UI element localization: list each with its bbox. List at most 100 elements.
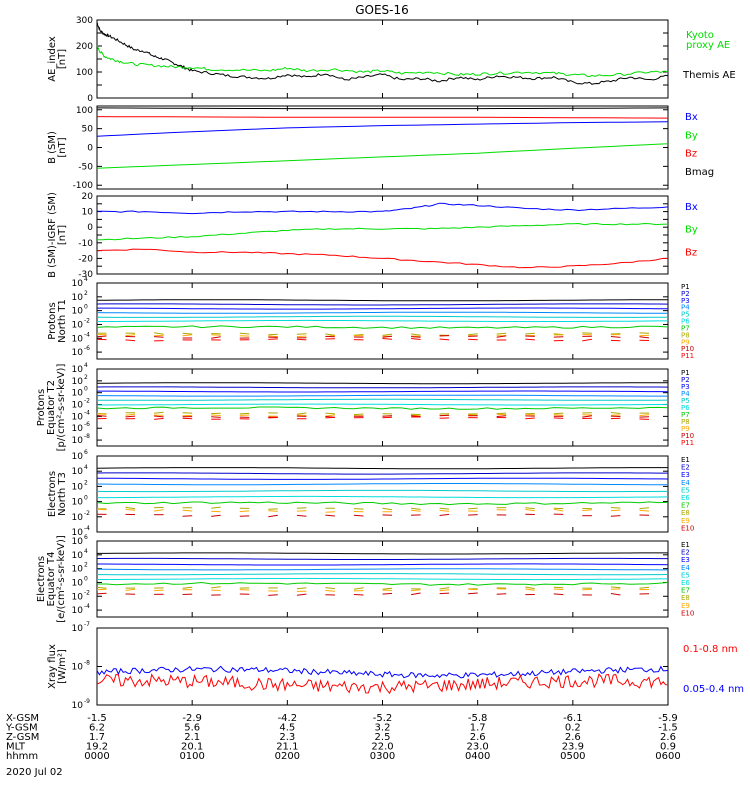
panel-frame: [96, 19, 669, 99]
series-segment: [639, 586, 650, 589]
y-tick-label: 10: [72, 389, 84, 399]
series-segment: [582, 338, 592, 342]
x-row-value: 5.6: [184, 723, 200, 734]
x-row-value: 21.1: [276, 742, 298, 753]
y-axis-label: AE_index: [47, 36, 58, 82]
series-segment: [382, 415, 393, 417]
y-axis-label: Xray flux: [47, 644, 58, 689]
series-segment: [125, 415, 136, 418]
series-segment: [382, 338, 393, 340]
series-segment: [182, 586, 193, 589]
y-tick-exponent: -4: [84, 525, 90, 532]
legend-label: P11: [681, 439, 694, 447]
x-row-value: 3.2: [375, 723, 391, 734]
x-row-label: hhmm: [6, 751, 38, 762]
legend-label: E3: [681, 556, 690, 564]
series-segment: [239, 412, 250, 415]
legend-label: Bx: [685, 112, 698, 123]
legend-label: E1: [681, 541, 690, 549]
y-axis-label: North T1: [57, 299, 68, 343]
legend-label: Bmag: [685, 167, 714, 178]
legend-label: E5: [681, 571, 690, 579]
legend-label: E5: [681, 486, 690, 494]
series-segment: [411, 336, 421, 338]
x-row-value: 1.7: [89, 732, 105, 743]
y-tick-exponent: 6: [84, 449, 88, 456]
series-segment: [325, 511, 335, 513]
series-segment: [296, 514, 307, 517]
panel-e_t4: Electrons Equator T4 [e/(cm²-s-sr-keV)] 10 6…: [36, 534, 694, 623]
series-segment: [439, 338, 450, 341]
series-segment: [325, 412, 335, 415]
series-segment: [296, 338, 307, 341]
series-segment: [154, 332, 164, 335]
chart-title: GOES-16: [355, 3, 409, 17]
series-segment: [525, 508, 535, 512]
series-segment: [496, 593, 507, 595]
x-row-value: 0.2: [565, 723, 581, 734]
y-tick-exponent: 4: [84, 548, 88, 555]
series-line: [97, 552, 668, 555]
y-tick-exponent: -9: [84, 698, 90, 705]
series-line: [97, 394, 668, 397]
y-tick-label: 10: [82, 208, 94, 218]
legend-label: P8: [681, 418, 690, 426]
y-tick-label: 300: [76, 16, 93, 26]
series-segment: [154, 415, 164, 418]
y-axis-label: [W/m²]: [57, 649, 68, 684]
x-row-value: -5.9: [658, 713, 678, 724]
x-row-value: -4.2: [278, 713, 298, 724]
legend-label: P8: [681, 331, 690, 339]
series-line: [97, 577, 668, 581]
y-tick-label: 10: [72, 412, 84, 422]
series-segment: [411, 507, 421, 510]
y-tick-exponent: -2: [84, 589, 90, 596]
y-tick-label: 10: [72, 663, 84, 673]
legend-label: P9: [681, 338, 690, 346]
legend-label: P7: [681, 324, 690, 332]
series-line: [97, 403, 669, 406]
legend-label: E7: [681, 587, 690, 595]
series-segment: [268, 514, 278, 518]
series-line: [96, 673, 669, 695]
series-themis-ae: [96, 22, 669, 85]
y-tick-label: 10: [72, 348, 84, 358]
panel-frame: [96, 627, 669, 706]
series-segment: [382, 335, 393, 338]
y-axis-label: [nT]: [57, 137, 68, 157]
panel-bsm: B (SM) [nT] -100 -50 0 50 100 Bx By Bz Bmag: [47, 105, 714, 191]
legend-label: P3: [681, 383, 690, 391]
series-segment: [268, 594, 278, 596]
legend-label: Bz: [685, 149, 697, 160]
series-segment: [382, 592, 393, 595]
series-bz: [96, 116, 669, 119]
series-segment: [553, 508, 564, 512]
series-segment: [239, 332, 250, 335]
y-tick-label: 10: [72, 513, 84, 523]
series-segment: [610, 593, 621, 596]
series-segment: [96, 588, 107, 591]
series-segment: [211, 414, 221, 416]
x-row-label: X-GSM: [6, 713, 39, 724]
series-segment: [353, 508, 364, 510]
x-row-value: 0500: [560, 751, 585, 762]
series-line: [96, 568, 668, 571]
series-segment: [125, 334, 136, 337]
y-tick-label: 10: [72, 606, 84, 616]
legend-label: E4: [681, 564, 690, 572]
series-segment: [496, 415, 507, 417]
y-tick-label: 0: [87, 144, 93, 154]
series-line: [96, 406, 669, 410]
series-by: [96, 143, 669, 169]
series-segment: [382, 416, 393, 419]
series-line: [96, 489, 668, 493]
series-segment: [468, 592, 478, 595]
legend-label: P4: [681, 390, 690, 398]
series-segment: [439, 509, 450, 512]
legend-label: 0.1-0.8 nm: [683, 644, 738, 655]
legend-label: P2: [681, 376, 690, 384]
series-segment: [96, 592, 107, 595]
y-tick-label: 10: [72, 436, 84, 446]
